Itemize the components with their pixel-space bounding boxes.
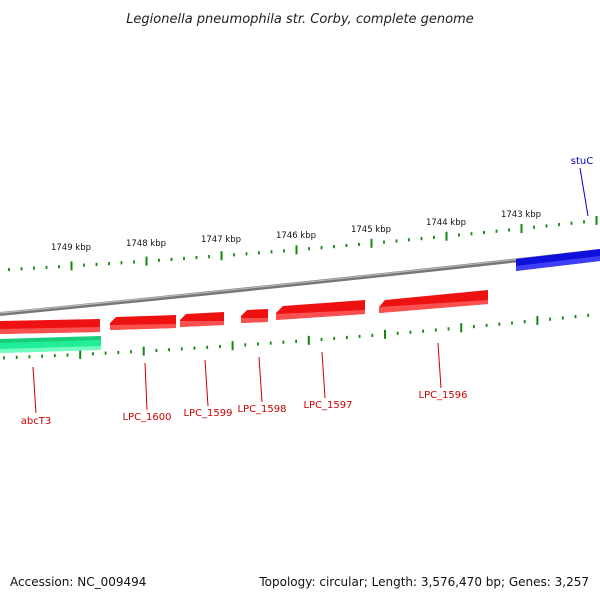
gene-LPC_1597-connector bbox=[321, 351, 326, 399]
genome-summary: Topology: circular; Length: 3,576,470 bp… bbox=[258, 575, 589, 589]
gene-reverse-partial[interactable] bbox=[0, 319, 100, 334]
gene-label-LPC_1598[interactable]: LPC_1598 bbox=[237, 404, 286, 415]
gene-abcT3[interactable] bbox=[0, 336, 101, 353]
gene-LPC_1600-connector bbox=[144, 362, 148, 411]
scale-label-1744: 1744 kbp bbox=[426, 218, 466, 228]
accession-label: Accession: NC_009494 bbox=[10, 575, 146, 589]
gene-LPC_1598[interactable] bbox=[241, 309, 268, 323]
inner-scale-ticks bbox=[3, 313, 590, 360]
scale-label-1745: 1745 kbp bbox=[351, 225, 391, 235]
gene-label-stuC[interactable]: stuC bbox=[571, 156, 593, 167]
gene-stuC-connector bbox=[579, 167, 589, 217]
scale-label-1747: 1747 kbp bbox=[201, 235, 241, 245]
gene-LPC_1598-connector bbox=[258, 356, 263, 403]
gene-LPC_1596[interactable] bbox=[379, 290, 488, 313]
gene-LPC_1596-connector bbox=[437, 342, 442, 389]
gene-LPC_1599-connector bbox=[204, 359, 209, 407]
gene-label-LPC_1597[interactable]: LPC_1597 bbox=[303, 400, 352, 411]
gene-label-LPC_1600[interactable]: LPC_1600 bbox=[122, 412, 171, 423]
gene-abcT3-connector bbox=[32, 366, 37, 414]
gene-label-LPC_1599[interactable]: LPC_1599 bbox=[183, 408, 232, 419]
genome-title: Legionella pneumophila str. Corby, compl… bbox=[126, 12, 474, 27]
scale-label-1748: 1748 kbp bbox=[126, 239, 166, 249]
gene-label-abcT3[interactable]: abcT3 bbox=[21, 416, 51, 427]
gene-label-LPC_1596[interactable]: LPC_1596 bbox=[418, 390, 467, 401]
scale-label-1743: 1743 kbp bbox=[501, 210, 541, 220]
scale-label-1746: 1746 kbp bbox=[276, 231, 316, 241]
outer-scale-ticks bbox=[8, 215, 598, 272]
gene-LPC_1597[interactable] bbox=[276, 300, 365, 320]
gene-LPC_1600[interactable] bbox=[110, 315, 176, 330]
scale-label-1749: 1749 kbp bbox=[51, 243, 91, 253]
gene-LPC_1599[interactable] bbox=[180, 312, 224, 327]
gene-stuC[interactable] bbox=[516, 249, 600, 271]
